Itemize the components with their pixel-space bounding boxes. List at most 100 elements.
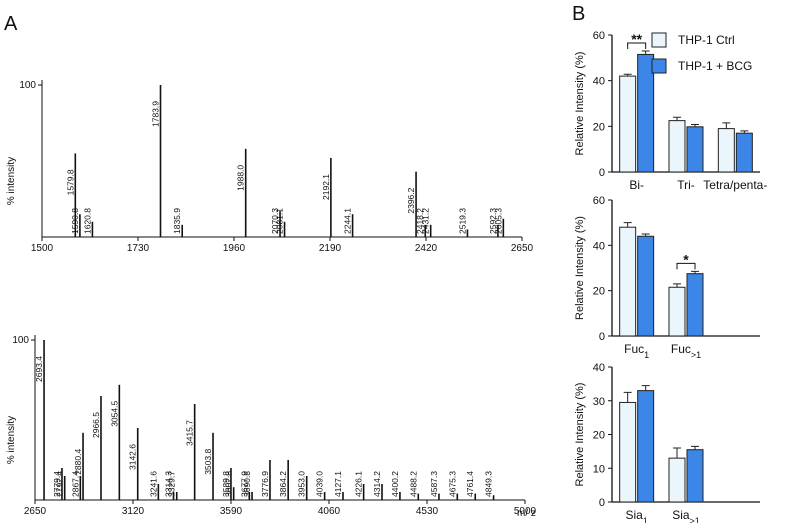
peak-label: 4675.3: [447, 471, 457, 497]
y-axis-label: Relative Intensity (%): [574, 52, 586, 156]
y-tick-label: 40: [593, 240, 605, 252]
error-bar: [722, 122, 731, 129]
error-bar: [623, 222, 632, 228]
category-label: Sia>1: [672, 508, 700, 523]
peak-label: 2867.4: [70, 471, 80, 497]
peak-label: 3054.5: [109, 401, 119, 427]
peak-label: 2418.2: [415, 208, 425, 234]
peak-label: 2244.1: [343, 208, 353, 234]
legend-swatch: [651, 58, 667, 74]
category-label: Tri-: [677, 178, 695, 192]
bar: [686, 126, 704, 173]
y-tick-label: 20: [593, 430, 605, 442]
peak-label: 2081.1: [275, 208, 285, 234]
y-tick-label: 100: [12, 335, 29, 346]
peak-label: 4400.2: [390, 471, 400, 497]
x-tick-label: 4530: [416, 506, 439, 517]
peak-label: 2966.5: [91, 412, 101, 438]
peak-label: 1620.8: [82, 208, 92, 234]
peak-label: 2519.3: [457, 208, 467, 234]
peak-label: 4488.2: [408, 471, 418, 497]
y-tick-label: 10: [593, 463, 605, 475]
y-tick-label: 20: [593, 121, 605, 133]
peak-label: 4314.2: [372, 471, 382, 497]
significance-bracket: [676, 262, 696, 270]
peak-label: 2192.1: [321, 174, 331, 200]
legend-label: THP-1 + BCG: [678, 59, 752, 73]
significance-bracket: [627, 42, 647, 49]
bar: [717, 128, 735, 173]
error-bar: [691, 124, 699, 127]
y-tick-label: 40: [593, 362, 605, 374]
peak-label: 3241.6: [148, 471, 158, 497]
legend-label: THP-1 Ctrl: [678, 33, 735, 47]
peak-label: 2070.3: [270, 208, 280, 234]
error-bar: [691, 445, 699, 450]
error-bar: [641, 385, 650, 391]
peak-label: 4226.1: [354, 471, 364, 497]
y-tick-label: 60: [593, 30, 605, 42]
x-tick-label: 4060: [318, 506, 341, 517]
peak-label: 4849.3: [484, 471, 494, 497]
y-axis-label: Relative Intensity (%): [574, 216, 586, 320]
peak-label: 3589.8: [221, 471, 231, 497]
peak-label: 1835.9: [172, 208, 182, 234]
peak-label: 1988.0: [236, 165, 246, 191]
y-axis-label: % intensity: [6, 416, 17, 464]
panel-label: A: [4, 13, 18, 35]
bar: [686, 449, 704, 503]
x-tick-label: 1730: [127, 243, 150, 254]
y-axis-label: Relative Intensity (%): [574, 383, 586, 487]
peak-label: 3503.8: [203, 449, 213, 475]
peak-label: 2792.4: [55, 471, 65, 497]
significance-label: *: [683, 251, 689, 267]
peak-label: 3329.7: [167, 471, 177, 497]
bar: [637, 53, 655, 173]
bar: [668, 120, 686, 173]
peak-label: 2396.2: [406, 187, 416, 213]
y-tick-label: 40: [593, 76, 605, 88]
category-label: Tetra/penta-: [703, 178, 767, 192]
y-tick-label: 60: [593, 195, 605, 207]
peak-label: 3314.3: [164, 471, 174, 497]
x-tick-label: 2420: [415, 243, 438, 254]
error-bar: [641, 50, 650, 55]
peak-label: 4039.0: [315, 471, 325, 497]
peak-label: 4587.3: [429, 471, 439, 497]
error-bar: [673, 116, 681, 121]
x-tick-label: 1500: [31, 243, 54, 254]
bar: [637, 235, 655, 337]
bar: [619, 75, 637, 173]
peak-label: 2605.3: [493, 208, 503, 234]
x-tick-label: 1960: [223, 243, 246, 254]
bar: [619, 401, 637, 503]
error-bar: [623, 391, 632, 403]
bar: [637, 390, 655, 503]
category-label: Bi-: [629, 178, 644, 192]
x-tick-label: 2190: [319, 243, 342, 254]
x-tick-label: 2650: [511, 243, 534, 254]
peak-label: 3415.7: [185, 420, 195, 446]
peak-label: 4127.1: [333, 471, 343, 497]
bar: [668, 457, 686, 503]
peak-label: 3864.2: [278, 471, 288, 497]
y-tick-label: 100: [19, 80, 36, 91]
x-tick-label: 3590: [220, 506, 243, 517]
category-label: Fuc1: [624, 342, 649, 360]
bar: [668, 286, 686, 337]
category-label: Fuc>1: [671, 342, 701, 360]
peak-label: 1783.9: [150, 101, 160, 127]
bar: [686, 273, 704, 337]
peak-label: 2592.3: [488, 208, 498, 234]
peak-label: 3142.6: [128, 444, 138, 470]
error-bar: [641, 233, 650, 237]
peak-label: 3677.9: [239, 471, 249, 497]
y-tick-label: 0: [599, 497, 605, 509]
peak-label: 3602.8: [224, 471, 234, 497]
x-tick-label: 5000: [514, 506, 537, 517]
y-tick-label: 30: [593, 396, 605, 408]
error-bar: [740, 130, 749, 134]
peak-label: 2880.4: [73, 449, 83, 475]
y-tick-label: 20: [593, 286, 605, 298]
category-label: Sia1: [625, 508, 647, 523]
